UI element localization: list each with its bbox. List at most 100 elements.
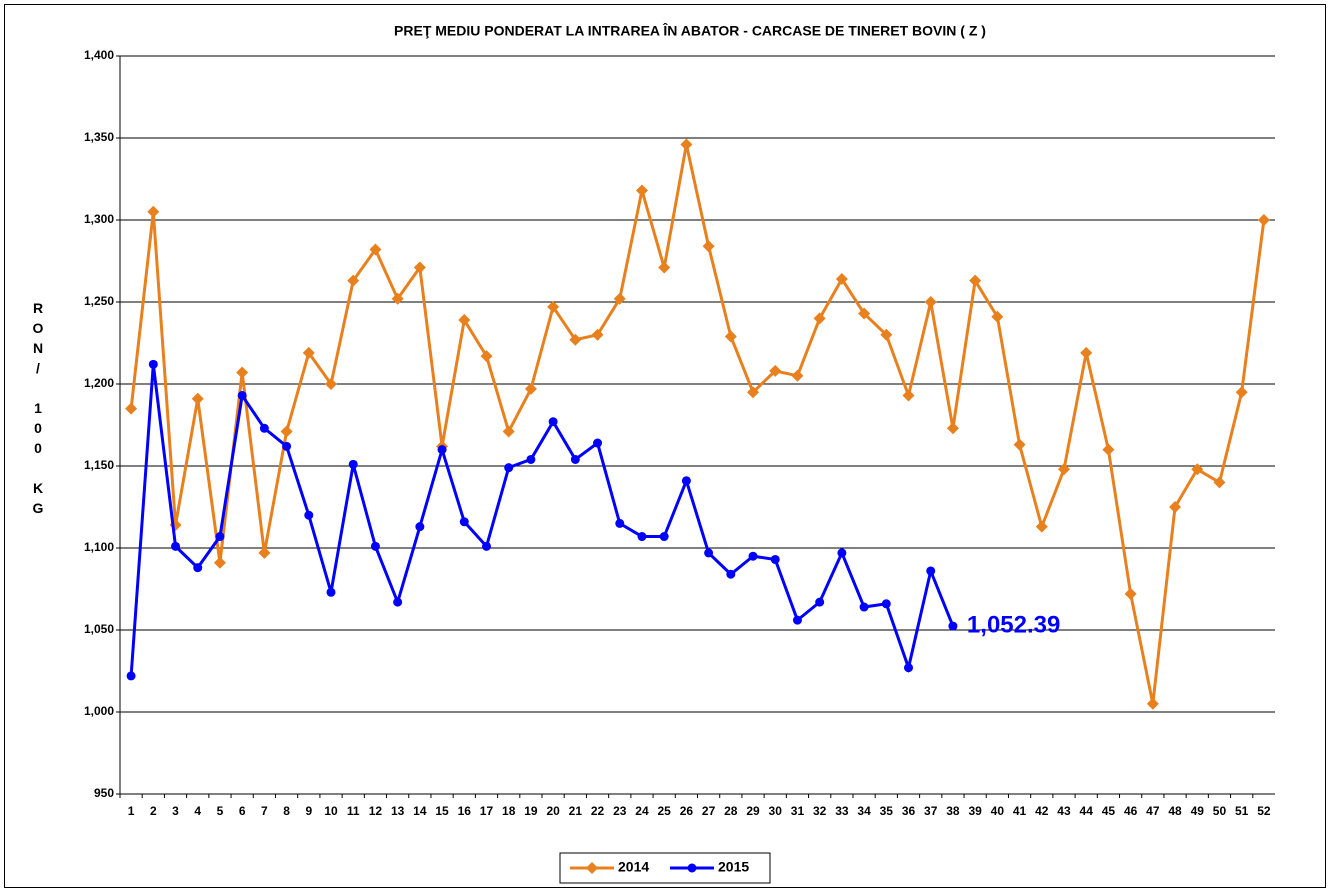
x-tick-label: 46: [1124, 804, 1138, 818]
x-tick-label: 41: [1013, 804, 1027, 818]
y-tick-label: 1,350: [84, 130, 114, 144]
legend-label: 2015: [718, 859, 749, 875]
marker: [1257, 214, 1270, 226]
chart-border: [4, 4, 1326, 888]
marker: [837, 548, 847, 558]
x-tick-label: 19: [524, 804, 538, 818]
x-tick-label: 44: [1080, 804, 1094, 818]
marker: [637, 532, 647, 542]
marker: [680, 138, 693, 151]
marker: [171, 541, 181, 551]
x-tick-label: 29: [746, 804, 760, 818]
marker: [191, 392, 204, 405]
marker: [348, 459, 358, 469]
marker: [1013, 438, 1026, 451]
marker: [770, 554, 780, 564]
marker: [593, 438, 603, 448]
marker: [704, 548, 714, 558]
legend-label: 2014: [618, 859, 649, 875]
marker: [326, 587, 336, 597]
x-tick-label: 43: [1057, 804, 1071, 818]
x-tick-label: 13: [391, 804, 405, 818]
marker: [282, 441, 292, 451]
series: [125, 138, 1270, 710]
marker: [237, 390, 247, 400]
marker: [369, 243, 382, 256]
marker: [681, 476, 691, 486]
x-tick-label: 22: [591, 804, 605, 818]
marker: [413, 261, 426, 274]
marker: [792, 615, 802, 625]
marker: [881, 599, 891, 609]
marker: [280, 425, 293, 438]
marker: [991, 310, 1004, 323]
marker: [347, 274, 360, 287]
x-tick-label: 10: [324, 804, 338, 818]
marker: [548, 417, 558, 427]
x-tick-label: 12: [369, 804, 383, 818]
x-tick-label: 3: [172, 804, 179, 818]
x-tick-label: 18: [502, 804, 516, 818]
marker: [458, 314, 471, 327]
x-tick-label: 2: [150, 804, 157, 818]
x-tick-label: 23: [613, 804, 627, 818]
marker: [815, 597, 825, 607]
x-tick-label: 7: [261, 804, 268, 818]
marker: [148, 359, 158, 369]
x-tick-label: 25: [658, 804, 672, 818]
x-tick-label: 6: [239, 804, 246, 818]
x-tick-label: 15: [435, 804, 449, 818]
x-tick-label: 49: [1191, 804, 1205, 818]
x-tick-label: 32: [813, 804, 827, 818]
x-tick-label: 16: [458, 804, 472, 818]
marker: [259, 423, 269, 433]
marker: [547, 300, 560, 313]
x-tick-label: 47: [1146, 804, 1160, 818]
marker: [615, 518, 625, 528]
y-tick-label: 1,300: [84, 212, 114, 226]
marker: [1124, 587, 1137, 600]
x-tick-label: 38: [946, 804, 960, 818]
marker: [658, 261, 671, 274]
x-tick-label: 17: [480, 804, 494, 818]
marker: [1102, 443, 1115, 456]
y-tick-label: 1,250: [84, 294, 114, 308]
x-tick-label: 37: [924, 804, 938, 818]
x-tick-label: 42: [1035, 804, 1049, 818]
x-tick-label: 8: [283, 804, 290, 818]
series: 1,052.39: [126, 359, 1060, 681]
marker: [370, 541, 380, 551]
y-tick-label: 950: [94, 786, 114, 800]
marker: [215, 532, 225, 542]
marker: [813, 312, 826, 325]
marker: [526, 454, 536, 464]
x-tick-label: 40: [991, 804, 1005, 818]
x-tick-label: 1: [128, 804, 135, 818]
marker: [687, 863, 697, 873]
y-axis-label: RON/ 100 KG: [30, 300, 46, 520]
x-tick-label: 52: [1257, 804, 1271, 818]
x-tick-label: 24: [635, 804, 649, 818]
marker: [524, 382, 537, 395]
x-tick-label: 33: [835, 804, 849, 818]
x-tick-label: 34: [857, 804, 871, 818]
marker: [835, 273, 848, 286]
x-tick-label: 27: [702, 804, 716, 818]
x-tick-label: 5: [217, 804, 224, 818]
x-tick-label: 9: [305, 804, 312, 818]
x-tick-label: 45: [1102, 804, 1116, 818]
marker: [236, 366, 249, 379]
marker: [946, 422, 959, 435]
marker: [858, 307, 871, 320]
marker: [437, 445, 447, 455]
y-tick-label: 1,400: [84, 48, 114, 62]
y-tick-label: 1,050: [84, 622, 114, 636]
marker: [747, 386, 760, 399]
x-tick-label: 51: [1235, 804, 1249, 818]
marker: [791, 369, 804, 382]
marker: [258, 546, 271, 559]
marker: [724, 330, 737, 343]
series-line: [129, 144, 1266, 705]
marker: [481, 541, 491, 551]
